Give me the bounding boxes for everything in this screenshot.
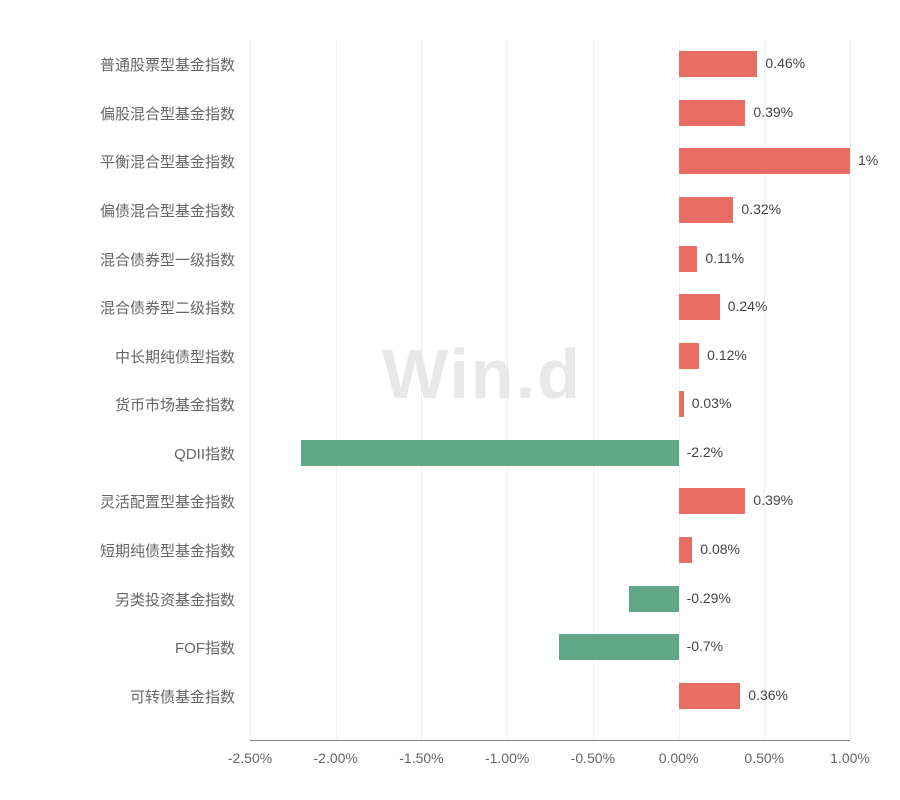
- bar: [679, 294, 720, 320]
- x-tick-label: -1.50%: [399, 750, 443, 766]
- category-label: QDII指数: [20, 443, 235, 464]
- value-label: 0.24%: [728, 298, 768, 314]
- x-tick-label: -0.50%: [571, 750, 615, 766]
- value-label: 0.39%: [753, 492, 793, 508]
- gridline: [336, 40, 337, 740]
- category-label: 另类投资基金指数: [20, 589, 235, 610]
- category-label: 短期纯债型基金指数: [20, 540, 235, 561]
- x-tick-label: -1.00%: [485, 750, 529, 766]
- bar: [679, 488, 746, 514]
- category-label: 普通股票型基金指数: [20, 54, 235, 75]
- category-label: 偏债混合型基金指数: [20, 200, 235, 221]
- value-label: 1%: [858, 152, 878, 168]
- value-label: 0.11%: [705, 250, 744, 266]
- x-tick-label: 0.50%: [744, 750, 784, 766]
- category-label: 平衡混合型基金指数: [20, 151, 235, 172]
- bar: [679, 683, 741, 709]
- value-label: 0.46%: [765, 55, 805, 71]
- value-label: 0.32%: [741, 201, 781, 217]
- x-tick-label: 0.00%: [659, 750, 699, 766]
- category-label: 中长期纯债型指数: [20, 346, 235, 367]
- bar: [679, 197, 734, 223]
- bar: [679, 51, 758, 77]
- gridline: [507, 40, 508, 740]
- category-label: 偏股混合型基金指数: [20, 103, 235, 124]
- gridline: [250, 40, 251, 740]
- bar: [679, 148, 850, 174]
- gridline: [421, 40, 422, 740]
- value-label: 0.36%: [748, 687, 788, 703]
- x-axis-line: [250, 740, 850, 741]
- value-label: 0.39%: [753, 104, 793, 120]
- fund-index-bar-chart: -2.50% -2.00% -1.50% -1.00% -0.50% 0.00% 0.50%…: [0, 0, 900, 800]
- value-label: -2.2%: [687, 444, 724, 460]
- category-label: 货币市场基金指数: [20, 394, 235, 415]
- gridline: [850, 40, 851, 740]
- plot-area: -2.50%-2.00%-1.50%-1.00%-0.50%0.00%0.50%…: [250, 40, 850, 740]
- value-label: 0.03%: [692, 395, 732, 411]
- gridline: [679, 40, 680, 740]
- x-tick-label: -2.50%: [228, 750, 272, 766]
- bar: [301, 440, 678, 466]
- gridline: [764, 40, 765, 740]
- value-label: 0.12%: [707, 347, 747, 363]
- bar: [679, 246, 698, 272]
- bar: [679, 100, 746, 126]
- x-tick-label: 1.00%: [830, 750, 870, 766]
- bar: [559, 634, 679, 660]
- category-label: 混合债券型一级指数: [20, 249, 235, 270]
- watermark: Win.d: [382, 334, 582, 414]
- x-tick-label: -2.00%: [314, 750, 358, 766]
- value-label: 0.08%: [700, 541, 740, 557]
- bar: [679, 537, 693, 563]
- category-label: 可转债基金指数: [20, 686, 235, 707]
- value-label: -0.7%: [687, 638, 724, 654]
- bar: [679, 391, 684, 417]
- category-label: 灵活配置型基金指数: [20, 491, 235, 512]
- value-label: -0.29%: [687, 590, 731, 606]
- bar: [629, 586, 679, 612]
- bar: [679, 343, 700, 369]
- category-label: FOF指数: [20, 637, 235, 658]
- category-label: 混合债券型二级指数: [20, 297, 235, 318]
